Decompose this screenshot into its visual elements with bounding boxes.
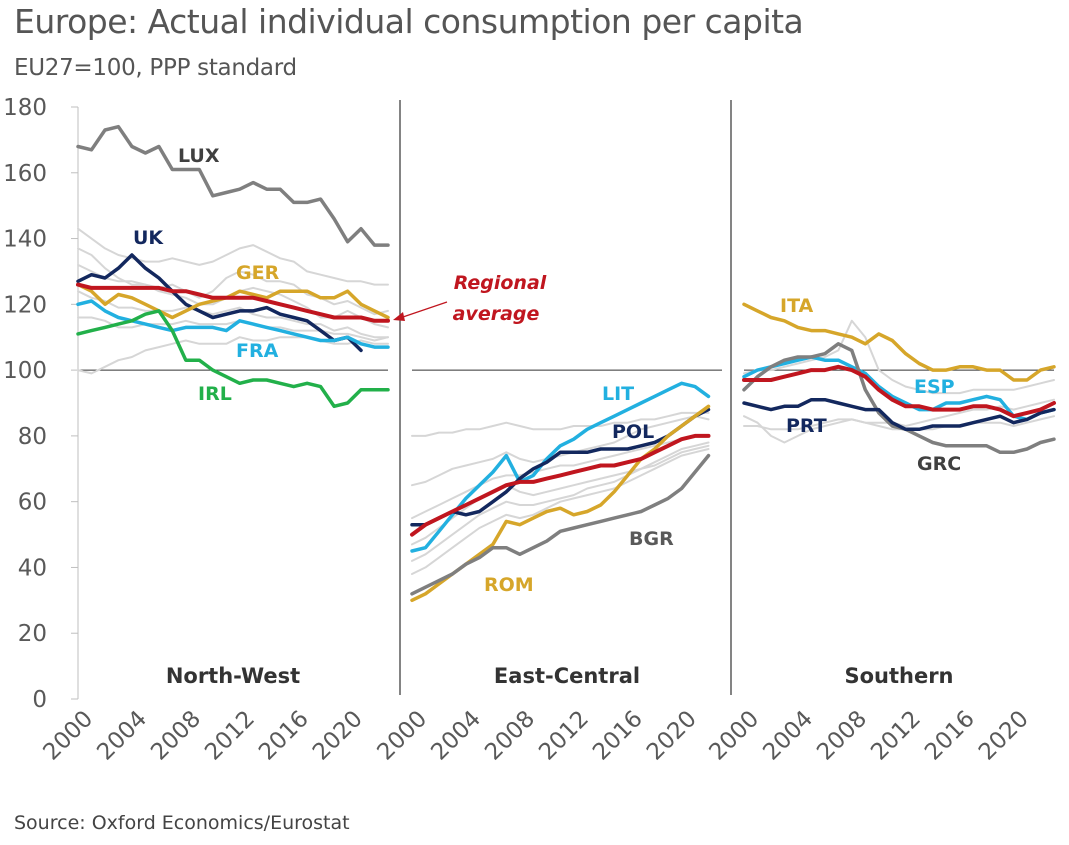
background-series-line — [411, 441, 710, 546]
series-label-bgr: BGR — [629, 528, 674, 550]
x-tick-label: 2008 — [146, 706, 206, 766]
x-tick-label: 2016 — [920, 706, 980, 766]
background-series-line — [411, 444, 710, 562]
background-series-line — [77, 316, 389, 342]
series-label-grc: GRC — [917, 453, 961, 475]
regional-average-line — [76, 282, 390, 323]
chart-title: Europe: Actual individual consumption pe… — [14, 2, 804, 41]
source-note: Source: Oxford Economics/Eurostat — [14, 812, 350, 834]
regional-average-line — [742, 364, 1056, 419]
background-series-line — [411, 448, 710, 575]
panel-label: Southern — [844, 664, 953, 688]
series-label-fra: FRA — [236, 340, 279, 362]
background-series-line — [77, 247, 389, 316]
series-label-pol: POL — [612, 421, 654, 443]
series-line-ita — [742, 302, 1056, 382]
series-label-ita: ITA — [780, 295, 814, 317]
annotation-arrow-head — [393, 312, 405, 321]
x-tick-label: 2004 — [92, 706, 152, 766]
panel-label: North-West — [166, 664, 300, 688]
x-tick-label: 2000 — [372, 706, 432, 766]
x-tick-label: 2016 — [588, 706, 648, 766]
x-tick-label: 2008 — [812, 706, 872, 766]
y-tick-label: 60 — [18, 490, 47, 516]
series-label-lux: LUX — [178, 145, 220, 167]
x-tick-label: 2004 — [758, 706, 818, 766]
y-tick-label: 20 — [18, 621, 47, 647]
series-line-lit — [410, 381, 711, 553]
x-tick-label: 2004 — [426, 706, 486, 766]
series-line-pol — [410, 407, 711, 527]
chart-svg: 0204060801001201401601802000200420082012… — [3, 95, 1056, 766]
x-tick-label: 2012 — [200, 706, 260, 766]
series-line-irl — [76, 309, 390, 409]
x-tick-label: 2020 — [308, 706, 368, 766]
x-tick-label: 2016 — [254, 706, 314, 766]
x-tick-label: 2020 — [974, 706, 1034, 766]
series-label-rom: ROM — [484, 574, 534, 596]
y-tick-label: 40 — [18, 555, 47, 581]
x-tick-label: 2008 — [480, 706, 540, 766]
background-series-line — [411, 415, 710, 487]
series-line-ger — [76, 282, 390, 320]
series-label-irl: IRL — [198, 383, 232, 405]
background-series-line — [77, 290, 389, 339]
series-line-esp — [742, 355, 1056, 422]
series-line-lux — [76, 124, 390, 247]
series-label-ger: GER — [236, 262, 280, 284]
series-label-esp: ESP — [914, 376, 955, 398]
background-series-line — [411, 411, 710, 437]
series-line-bgr — [410, 453, 711, 596]
series-line-uk — [76, 253, 363, 353]
series-label-uk: UK — [133, 227, 164, 249]
background-series-line — [77, 227, 389, 286]
panel-label: East-Central — [494, 664, 640, 688]
y-tick-label: 160 — [3, 161, 47, 187]
y-tick-label: 140 — [3, 227, 47, 253]
background-series-line — [77, 336, 389, 375]
series-label-lit: LIT — [602, 383, 634, 405]
y-tick-label: 100 — [3, 358, 47, 384]
y-tick-label: 80 — [18, 424, 47, 450]
series-label-prt: PRT — [786, 415, 827, 437]
x-tick-label: 2012 — [534, 706, 594, 766]
x-tick-label: 2012 — [866, 706, 926, 766]
regional-average-line — [410, 433, 711, 537]
y-tick-label: 0 — [32, 687, 47, 713]
background-series-line — [743, 319, 1055, 395]
annotation-arrow-line — [399, 301, 448, 319]
annotation-line-2: average — [453, 303, 540, 325]
y-tick-label: 180 — [3, 95, 47, 121]
x-tick-label: 2020 — [642, 706, 702, 766]
chart-subtitle: EU27=100, PPP standard — [14, 55, 297, 81]
x-tick-label: 2000 — [704, 706, 764, 766]
x-tick-label: 2000 — [38, 706, 98, 766]
series-line-prt — [742, 397, 1056, 432]
annotation-line-1: Regional — [454, 272, 547, 294]
y-tick-label: 120 — [3, 292, 47, 318]
